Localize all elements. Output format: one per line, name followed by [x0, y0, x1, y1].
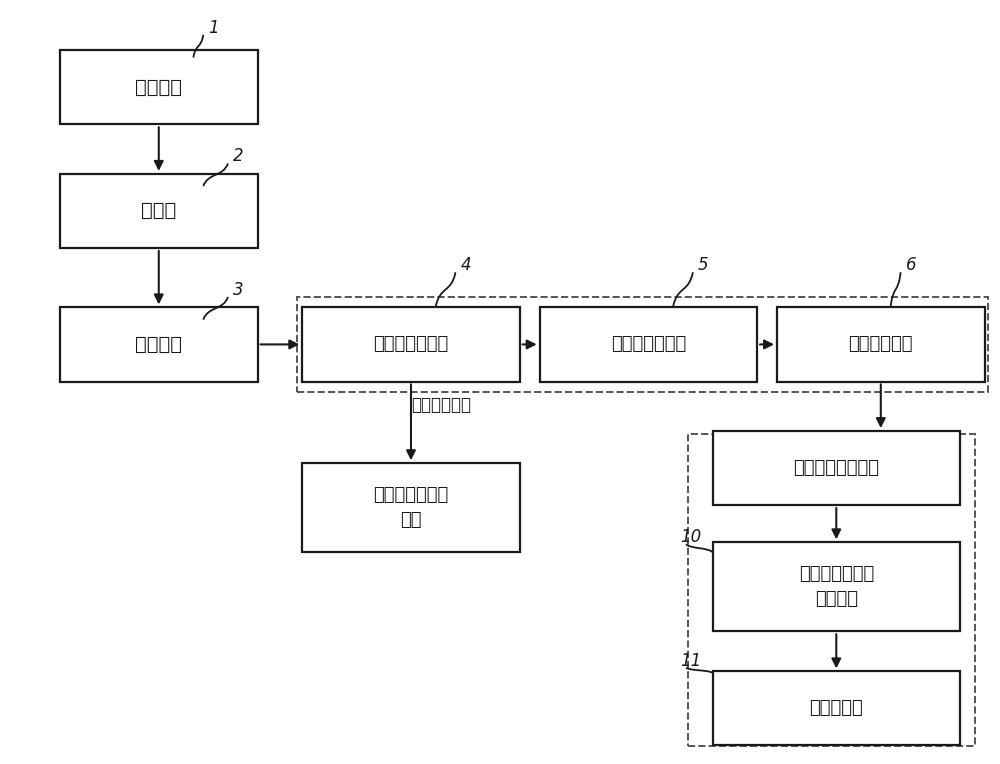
- Bar: [60, 50, 258, 125]
- Text: 6: 6: [906, 256, 916, 274]
- Text: 11: 11: [680, 652, 701, 670]
- Text: 1: 1: [208, 19, 219, 37]
- Text: 5: 5: [698, 256, 708, 274]
- Text: 4: 4: [460, 256, 471, 274]
- Text: 废水水箱: 废水水箱: [135, 78, 182, 97]
- Bar: [540, 307, 757, 381]
- Text: 3: 3: [233, 281, 244, 299]
- Text: 强化酚萃取装置: 强化酚萃取装置: [373, 335, 449, 354]
- Bar: [713, 431, 960, 505]
- Text: 萃取剂和酚分离
回收: 萃取剂和酚分离 回收: [373, 486, 449, 529]
- Bar: [302, 463, 520, 552]
- Bar: [777, 307, 985, 381]
- Text: 排放或回用: 排放或回用: [809, 699, 863, 717]
- Text: 10: 10: [680, 528, 701, 546]
- Bar: [297, 297, 988, 392]
- Bar: [60, 173, 258, 248]
- Bar: [713, 542, 960, 631]
- Text: 强化氧化装置: 强化氧化装置: [849, 335, 913, 354]
- Text: 强化氨吹脱装置: 强化氨吹脱装置: [611, 335, 686, 354]
- Text: 相分离器: 相分离器: [135, 335, 182, 354]
- Text: 多段强化工艺: 多段强化工艺: [411, 396, 471, 414]
- Text: 过滤器: 过滤器: [141, 202, 176, 220]
- Bar: [713, 672, 960, 746]
- Text: 厌氧生物处理装置: 厌氧生物处理装置: [793, 459, 879, 477]
- Bar: [60, 307, 258, 381]
- Bar: [688, 435, 975, 746]
- Bar: [302, 307, 520, 381]
- Text: 2: 2: [233, 147, 244, 166]
- Text: 循环流生物增效
处理装置: 循环流生物增效 处理装置: [799, 565, 874, 608]
